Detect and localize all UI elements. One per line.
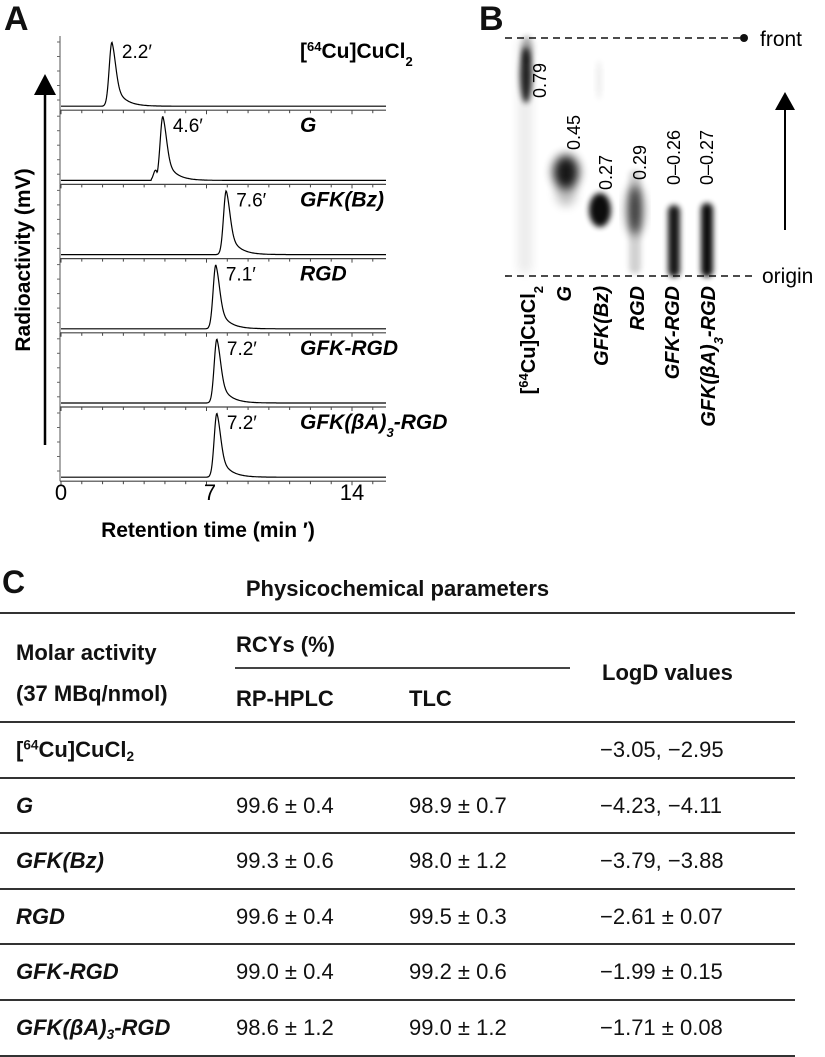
chromatogram-4: 7.1′ RGD: [57, 258, 386, 337]
compound-name: GFK-RGD: [16, 959, 119, 985]
logd-value: −2.61 ± 0.07: [600, 903, 723, 929]
panel-c-letter: C: [2, 564, 26, 600]
chromatogram-3: 7.6′ GFK(Bz): [57, 184, 386, 263]
rcy-tlc-value: 98.9 ± 0.7: [409, 792, 507, 818]
rcy-group-rule: [235, 667, 570, 669]
rcy-rp-hplc-value: 99.6 ± 0.4: [236, 903, 334, 929]
panel-b-letter: B: [479, 0, 504, 38]
compound-name: G: [16, 792, 34, 818]
logd-value: −3.05, −2.95: [600, 737, 724, 762]
row-rule: [0, 943, 795, 946]
arrow-up-icon: [34, 74, 56, 95]
front-marker-icon: [740, 34, 748, 42]
rcy-tlc-value: 99.2 ± 0.6: [409, 959, 507, 985]
tlc-spot-6: [701, 203, 713, 277]
rf-value-label: 0–0.26: [664, 130, 684, 185]
tlc-spot-2: [553, 155, 579, 189]
compound-name: [64Cu]CuCl2: [16, 737, 135, 765]
lane-label: GFK(Bz): [591, 286, 613, 366]
header-rcy-group: RCYs (%): [236, 632, 336, 657]
rcy-rp-hplc-value: 98.6 ± 1.2: [236, 1015, 334, 1040]
compound-label: G: [300, 114, 316, 137]
table-top-rule: [0, 612, 795, 614]
chromatogram-6: 7.2′ GFK(βA)3-RGD: [57, 407, 447, 486]
row-rule: [0, 887, 795, 890]
header-rp-hplc: RP-HPLC: [236, 686, 334, 711]
chromatogram-5: 7.2′ GFK-RGD: [57, 332, 398, 411]
lane-label: RGD: [627, 286, 649, 330]
logd-value: −3.79, −3.88: [600, 848, 724, 874]
lane-label: GFK(βA)3-RGD: [698, 286, 726, 427]
header-molar-activity: Molar activity: [16, 640, 157, 665]
peak-label: 7.2′: [227, 413, 257, 434]
rcy-rp-hplc-value: 99.0 ± 0.4: [236, 959, 334, 985]
peak-label: 2.2′: [122, 42, 152, 63]
logd-value: −1.99 ± 0.15: [600, 959, 723, 985]
chromatogram-2: 4.6′ G: [57, 110, 386, 189]
rf-value-label: 0.79: [530, 63, 550, 98]
compound-label: GFK(βA)3-RGD: [300, 411, 447, 440]
rcy-rp-hplc-value: 99.6 ± 0.4: [236, 792, 334, 818]
radio-tlc: front origin 0.79 0.45 0.27 0.29 0–0.26 0–0.2…: [505, 28, 813, 427]
peak-label: 7.2′: [227, 339, 257, 360]
rcy-tlc-value: 99.0 ± 1.2: [409, 1015, 507, 1040]
compound-name: RGD: [16, 903, 65, 929]
header-molar-activity-unit: (37 MBq/nmol): [16, 681, 168, 706]
panel-a-letter: A: [4, 0, 29, 38]
compound-label: GFK(Bz): [300, 188, 384, 211]
x-tick-0: 0: [55, 480, 67, 505]
chromatogram-1: 2.2′ [64Cu]CuCl2: [57, 36, 413, 115]
table-title: Physicochemical parameters: [245, 576, 550, 601]
compound-name: GFK(βA)3-RGD: [16, 1015, 171, 1043]
tlc-spot-5: [668, 205, 680, 277]
rcy-tlc-value: 98.0 ± 1.2: [409, 848, 507, 874]
logd-value: −4.23, −4.11: [600, 792, 722, 818]
rf-value-label: 0.45: [564, 115, 584, 150]
origin-label: origin: [762, 265, 813, 288]
compound-label: RGD: [300, 263, 347, 286]
peak-label: 7.1′: [226, 265, 256, 286]
tlc-spot-3: [589, 193, 611, 227]
lane-label: [64Cu]CuCl2: [516, 286, 546, 394]
y-axis-label: Radioactivity (mV): [12, 168, 35, 351]
peak-label: 7.6′: [236, 190, 266, 211]
table-header-rule: [0, 721, 795, 723]
lane-label: G: [554, 286, 576, 302]
header-tlc: TLC: [409, 686, 452, 711]
rf-value-label: 0.27: [596, 155, 616, 190]
row-rule: [0, 776, 795, 779]
arrow-up-icon: [775, 92, 795, 110]
x-axis-label: Retention time (min ′): [101, 519, 315, 542]
header-logd: LogD values: [602, 660, 733, 685]
rf-value-label: 0–0.27: [697, 130, 717, 185]
lane-label: GFK-RGD: [662, 286, 684, 379]
rcy-rp-hplc-value: 99.3 ± 0.6: [236, 848, 334, 874]
rcy-tlc-value: 99.5 ± 0.3: [409, 903, 507, 929]
rf-value-label: 0.29: [630, 145, 650, 180]
front-label: front: [760, 28, 802, 51]
compound-label: GFK-RGD: [300, 337, 398, 360]
compound-label: [64Cu]CuCl2: [300, 39, 413, 69]
x-tick-14: 14: [340, 480, 364, 505]
compound-name: GFK(Bz): [16, 848, 104, 874]
peak-label: 4.6′: [173, 116, 203, 137]
row-rule: [0, 832, 795, 835]
logd-value: −1.71 ± 0.08: [600, 1015, 723, 1040]
row-rule: [0, 999, 795, 1001]
x-tick-7: 7: [204, 480, 216, 505]
